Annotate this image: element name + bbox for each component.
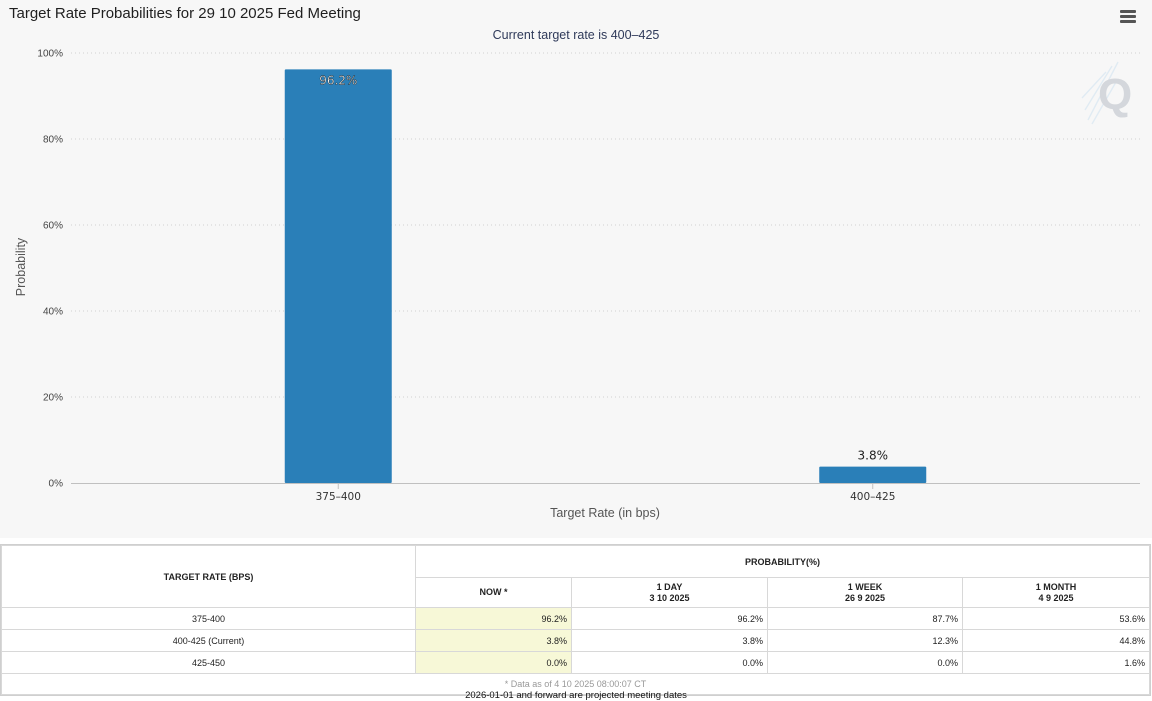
y-tick-label: 80% bbox=[43, 135, 63, 146]
value-cell-1-day: 0.0% bbox=[571, 651, 768, 674]
value-cell-1-week: 0.0% bbox=[767, 651, 963, 674]
value-cell-1-day: 96.2% bbox=[571, 607, 768, 630]
rate-cell: 425-450 bbox=[1, 651, 416, 674]
y-tick-label: 100% bbox=[37, 49, 63, 60]
svg-text:Q: Q bbox=[1098, 70, 1132, 119]
chart-panel: Target Rate Probabilities for 29 10 2025… bbox=[9, 5, 1140, 520]
table-row: 425-450 0.0% 0.0% 0.0% 1.6% bbox=[1, 651, 1150, 674]
data-label: 3.8% bbox=[858, 449, 889, 463]
col-header-1-day: 1 DAY 3 10 2025 bbox=[571, 577, 768, 608]
bar[interactable] bbox=[284, 69, 392, 483]
col-header-1-month: 1 MONTH 4 9 2025 bbox=[962, 577, 1150, 608]
rate-cell: 375-400 bbox=[1, 607, 416, 630]
value-cell-now: 96.2% bbox=[415, 607, 572, 630]
x-tick-label: 375–400 bbox=[316, 491, 361, 503]
col-header-1-week: 1 WEEK 26 9 2025 bbox=[767, 577, 963, 608]
y-tick-label: 0% bbox=[49, 479, 64, 490]
q-logo-icon: Q bbox=[1081, 61, 1132, 125]
value-cell-1-day: 3.8% bbox=[571, 629, 768, 652]
y-tick-label: 60% bbox=[43, 221, 63, 232]
rate-column-header: TARGET RATE (BPS) bbox=[1, 545, 416, 608]
value-cell-1-week: 12.3% bbox=[767, 629, 963, 652]
table-footnote: * Data as of 4 10 2025 08:00:07 CT bbox=[1, 673, 1150, 695]
bar[interactable] bbox=[819, 466, 927, 483]
chart-title: Target Rate Probabilities for 29 10 2025… bbox=[9, 5, 361, 22]
probability-table: TARGET RATE (BPS) PROBABILITY(%) NOW * 1… bbox=[0, 544, 1151, 696]
x-tick-label: 400–425 bbox=[850, 491, 895, 503]
y-axis-label: Probability bbox=[14, 237, 28, 297]
x-axis-label: Target Rate (in bps) bbox=[550, 506, 660, 520]
table-row: 375-400 96.2% 96.2% 87.7% 53.6% bbox=[1, 607, 1150, 630]
value-cell-1-month: 44.8% bbox=[962, 629, 1150, 652]
data-label: 96.2% bbox=[319, 73, 357, 87]
rate-cell: 400-425 (Current) bbox=[1, 629, 416, 652]
projected-dates-note: 2026-01-01 and forward are projected mee… bbox=[465, 690, 687, 701]
value-cell-now: 0.0% bbox=[415, 651, 572, 674]
y-tick-label: 20% bbox=[43, 393, 63, 404]
value-cell-1-week: 87.7% bbox=[767, 607, 963, 630]
table-row: 400-425 (Current) 3.8% 3.8% 12.3% 44.8% bbox=[1, 629, 1150, 652]
bar-chart: 0% 20% 40% 60% 80% 100% 375–400 400–425 96.2% 3… bbox=[37, 49, 1140, 503]
value-cell-1-month: 1.6% bbox=[962, 651, 1150, 674]
value-cell-1-month: 53.6% bbox=[962, 607, 1150, 630]
y-tick-label: 40% bbox=[43, 307, 63, 318]
hamburger-menu-icon[interactable] bbox=[1120, 10, 1136, 23]
col-header-now: NOW * bbox=[415, 577, 572, 608]
chart-subtitle: Current target rate is 400–425 bbox=[492, 28, 660, 42]
probability-header: PROBABILITY(%) bbox=[415, 545, 1150, 578]
value-cell-now: 3.8% bbox=[415, 629, 572, 652]
